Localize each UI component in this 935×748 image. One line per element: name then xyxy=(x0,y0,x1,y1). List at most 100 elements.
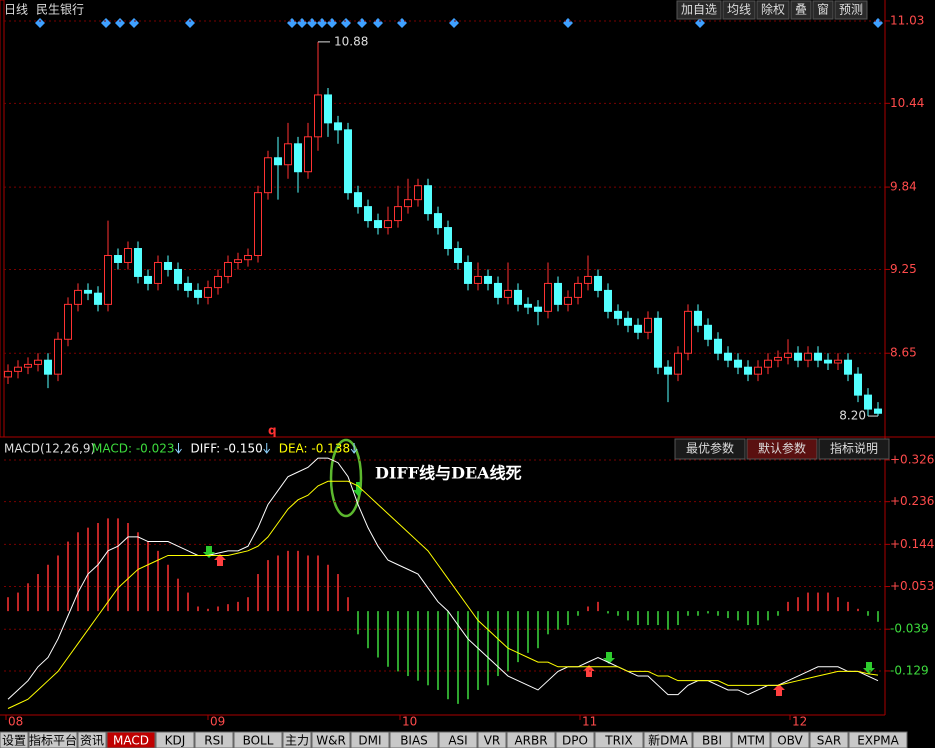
frame xyxy=(0,0,5,438)
candle-body xyxy=(544,282,552,312)
candle-body xyxy=(754,366,762,375)
tab-label: MTM xyxy=(737,734,765,748)
period: 日线 xyxy=(4,3,28,17)
candle-body xyxy=(224,261,232,277)
indicator-button[interactable] xyxy=(818,438,890,460)
tab[interactable] xyxy=(506,731,556,748)
tab[interactable] xyxy=(155,731,195,748)
tab[interactable] xyxy=(106,731,156,748)
indicator-button-label: 默认参数 xyxy=(758,441,806,456)
tab[interactable] xyxy=(77,731,107,748)
candle-body xyxy=(184,282,192,291)
candle-body xyxy=(294,143,302,173)
legend-arrow xyxy=(263,443,271,454)
candle-body xyxy=(654,317,662,368)
indicator-line xyxy=(7,457,879,700)
candle-body xyxy=(34,359,42,365)
tab[interactable] xyxy=(809,731,849,748)
candle-body xyxy=(354,192,362,208)
candle-body xyxy=(514,289,522,305)
tab[interactable] xyxy=(311,731,351,748)
toolbar-button[interactable] xyxy=(812,0,834,20)
tab[interactable] xyxy=(194,731,234,748)
candle-body xyxy=(704,324,712,340)
candle-body xyxy=(584,275,592,284)
tab-label: DPO xyxy=(562,734,588,748)
candle-body xyxy=(124,248,132,263)
candle-body xyxy=(484,275,492,284)
y-tick-label: -0.129 xyxy=(890,663,929,677)
candle-body xyxy=(314,94,322,138)
toolbar-button-label: 预测 xyxy=(839,3,863,17)
toolbar-button[interactable] xyxy=(790,0,812,20)
candle-body xyxy=(454,248,462,263)
tab[interactable] xyxy=(233,731,283,748)
y-tick-label: 9.25 xyxy=(890,262,917,276)
candle-body xyxy=(494,282,502,298)
tab[interactable] xyxy=(848,731,908,748)
tab[interactable] xyxy=(692,731,732,748)
x-tick-label: 11 xyxy=(582,715,597,729)
candle-body xyxy=(774,356,782,361)
tab-label: TRIX xyxy=(604,734,632,748)
tab-label: KDJ xyxy=(165,734,186,748)
candle-body xyxy=(734,359,742,368)
candle-body xyxy=(604,289,612,312)
y-tick-label: +0.326 xyxy=(890,452,934,466)
tab[interactable] xyxy=(477,731,507,748)
candle-body xyxy=(834,359,842,364)
toolbar-button[interactable] xyxy=(676,0,722,20)
candle-body xyxy=(824,359,832,364)
tab-label: VR xyxy=(484,734,501,748)
tab[interactable] xyxy=(555,731,595,748)
tab[interactable] xyxy=(389,731,439,748)
candle-body xyxy=(664,366,672,375)
toolbar-button[interactable] xyxy=(722,0,756,20)
candle-body xyxy=(624,317,632,326)
candle-body xyxy=(244,254,252,261)
candle-body xyxy=(234,259,242,263)
legend-arrow xyxy=(350,443,358,454)
candle-body xyxy=(44,359,52,375)
legend-arrow xyxy=(175,443,182,454)
candle-body xyxy=(684,310,692,354)
indicator-button[interactable] xyxy=(746,438,818,460)
candle-body xyxy=(744,366,752,375)
y-tick-label: -0.039 xyxy=(890,622,929,636)
indicator-button[interactable] xyxy=(674,438,746,460)
min-label: 8.20 xyxy=(839,409,866,423)
highlight-ellipse xyxy=(329,438,363,518)
tab[interactable] xyxy=(731,731,771,748)
indicator-title: MACD(12,26,9) xyxy=(4,442,95,456)
legend-entry: DIFF: -0.150 xyxy=(191,442,263,456)
x-tick-label: 08 xyxy=(8,715,23,729)
candle-body xyxy=(134,248,142,277)
tab[interactable] xyxy=(438,731,478,748)
candle-body xyxy=(284,143,292,166)
candle-body xyxy=(714,338,722,354)
candle-body xyxy=(104,254,112,305)
candle-body xyxy=(384,220,392,229)
tab[interactable] xyxy=(643,731,693,748)
candle-body xyxy=(374,220,382,229)
tab[interactable] xyxy=(770,731,810,748)
candle-body xyxy=(24,363,32,368)
max-label: 10.88 xyxy=(334,34,368,48)
candle-body xyxy=(264,157,272,194)
candle-body xyxy=(724,352,732,361)
tab-label: EXPMA xyxy=(857,734,899,748)
tab[interactable] xyxy=(282,731,312,748)
tab-label: 指标平台 xyxy=(29,733,77,748)
candle-body xyxy=(194,289,202,298)
indicator-button-label: 指标说明 xyxy=(830,441,878,456)
candle-body xyxy=(304,136,312,173)
tab[interactable] xyxy=(350,731,390,748)
toolbar-button[interactable] xyxy=(834,0,868,20)
tab[interactable] xyxy=(594,731,644,748)
candle-body xyxy=(594,275,602,291)
toolbar-button[interactable] xyxy=(756,0,790,20)
x-tick-label: 12 xyxy=(792,715,807,729)
tab-label: BIAS xyxy=(400,734,428,748)
tab[interactable] xyxy=(28,731,78,748)
tab[interactable] xyxy=(0,731,29,748)
